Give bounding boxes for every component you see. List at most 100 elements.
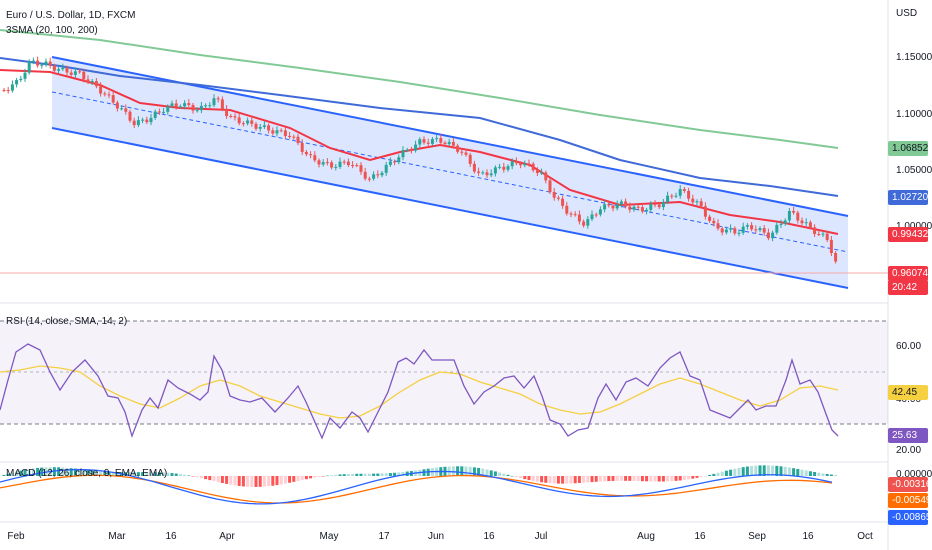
candle-body [6,90,10,91]
macd-histogram-bar [241,476,245,487]
macd-histogram-bar [325,475,329,477]
macd-histogram-bar [498,472,502,476]
macd-histogram-bar [552,476,556,484]
candle-body [569,213,573,215]
macd-histogram-bar [775,465,779,476]
candlestick-series[interactable] [2,56,838,264]
candle-body [510,161,514,167]
candle-body [208,105,212,107]
macd-histogram-bar [170,473,174,476]
candle-body [624,201,628,207]
sma100-line[interactable] [0,57,839,197]
macd-histogram-bar [632,476,636,481]
symbol-title[interactable]: Euro / U.S. Dollar, 1D, FXCM [6,10,136,21]
candle-body [800,220,804,224]
macd-histogram-bar [27,469,31,476]
rsi-line[interactable] [0,343,839,440]
candle-body [678,189,682,196]
macd-histogram-bar [460,466,464,476]
macd-histogram-bar [380,473,384,476]
macd-histogram-bar [729,469,733,476]
macd-histogram-bar [321,476,325,477]
candle-body [817,234,821,236]
macd-histogram-bar [212,476,216,482]
candle-body [527,163,531,165]
macd-histogram-bar [565,476,569,484]
candle-body [111,95,115,103]
sma20-line[interactable] [0,69,839,235]
macd-histogram-bar [792,468,796,476]
candle-body [670,195,674,197]
rsi-legend[interactable]: RSI (14, close, SMA, 14, 2) [6,316,128,327]
macd-histogram-bar [313,476,317,478]
time-tick: Feb [7,531,25,542]
candle-body [237,117,241,124]
candle-body [745,225,749,227]
candle-body [40,64,44,66]
macd-histogram-bar [153,472,157,476]
candle-body [212,98,216,106]
macd-histogram-bar [485,469,489,476]
macd-histogram-bar [124,472,128,476]
macd-histogram-bar [502,473,506,476]
rsi-ma-line[interactable] [0,365,839,419]
candle-body [771,232,775,239]
candle-body [15,80,19,85]
macd-histogram-bar [73,468,77,476]
candle-body [69,72,73,75]
indicator-legend[interactable]: 3SMA (20, 100, 200) [6,25,98,36]
macd-histogram-bar [220,476,224,484]
macd-histogram-bar [468,466,472,476]
macd-histogram-bar [813,472,817,476]
macd-histogram-bar [346,473,350,476]
macd-histogram-bar [128,472,132,476]
macd-line[interactable] [0,468,833,505]
candle-body [762,228,766,233]
candle-body [531,163,535,171]
candle-body [393,161,397,163]
macd-histogram-bar [141,472,145,476]
macd-histogram-bar [393,472,397,476]
candle-body [447,141,451,145]
candle-body [170,103,174,107]
macd-histogram-bar [582,476,586,483]
macd-histogram-bar [800,469,804,476]
macd-histogram-bar [733,468,737,476]
macd-histogram-bar [611,476,615,481]
price-tick: 1.10000 [896,109,932,120]
macd-signal-line[interactable] [0,474,833,504]
macd-histogram-bar [510,475,514,477]
candle-body [183,103,187,107]
macd-histogram-bar [82,469,86,476]
candle-body [716,223,720,229]
macd-histogram-bar [162,472,166,476]
macd-histogram-bar [561,476,565,484]
macd-histogram-bar [204,476,208,480]
macd-histogram-bar [754,465,758,476]
macd-histogram-bar [548,476,552,484]
candle-body [57,69,61,71]
macd-histogram-bar [666,476,670,482]
candle-body [603,204,607,210]
macd-histogram-bar [296,476,300,481]
candle-body [699,201,703,207]
macd-histogram-bar [779,466,783,476]
macd-histogram-bar [607,476,611,482]
candle-body [766,232,770,239]
macd-histogram-bar [279,476,283,485]
macd-histogram-bar [115,472,119,476]
macd-histogram-bar [649,476,653,482]
sma200-line[interactable] [0,29,839,149]
macd-histogram-bar [61,467,65,476]
rsi-ma-tag: 42.45 [888,385,928,400]
macd-legend[interactable]: MACD (12, 26, close, 9, EMA, EMA) [6,468,168,479]
macd-histogram-bar [678,476,682,481]
candle-body [229,116,233,118]
macd-histogram-bar [351,473,355,476]
candle-body [682,189,686,191]
channel-lower-line[interactable] [51,127,849,289]
candle-body [254,123,258,129]
candle-body [220,99,224,110]
candle-body [619,201,623,205]
